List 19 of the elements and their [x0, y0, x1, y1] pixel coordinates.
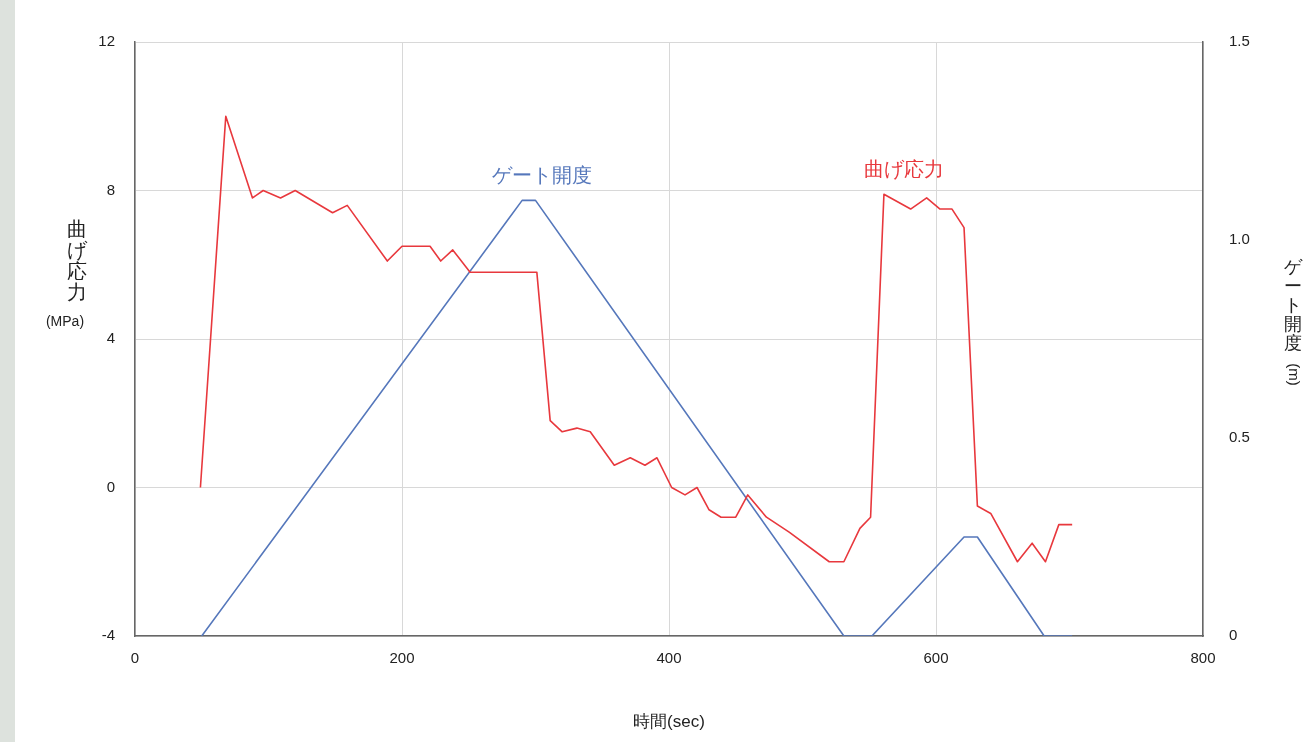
y-tick-label: 4	[106, 329, 115, 347]
y2-tick-label: 0.5	[1229, 428, 1250, 446]
y2-axis-title: ゲート開度(m)	[1284, 256, 1303, 386]
x-tick-label: 800	[1190, 649, 1216, 667]
series-label: 曲げ応力	[863, 157, 944, 180]
x-tick-label: 400	[656, 649, 682, 667]
y-tick-label: -4	[101, 626, 115, 644]
y2-tick-label: 1.0	[1229, 230, 1250, 248]
series-label: ゲート開度	[492, 163, 593, 186]
y-tick-label: 0	[106, 477, 115, 495]
y-axis-title: 曲げ応力(MPa)	[45, 217, 88, 329]
y2-tick-label: 1.5	[1229, 32, 1250, 50]
x-tick-label: 0	[130, 649, 140, 667]
y2-tick-label: 0	[1229, 626, 1238, 644]
y-tick-label: 8	[106, 180, 115, 198]
x-axis-title: 時間(sec)	[633, 711, 705, 731]
x-tick-label: 600	[923, 649, 949, 667]
x-tick-label: 200	[389, 649, 415, 667]
y-tick-label: 12	[98, 32, 115, 50]
